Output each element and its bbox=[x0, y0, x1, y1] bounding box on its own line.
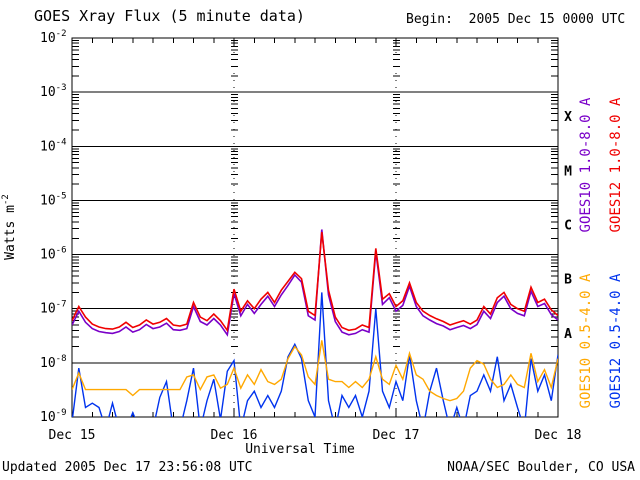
x-axis-title: Universal Time bbox=[245, 442, 355, 457]
y-axis-title: Watts m-2 bbox=[1, 194, 18, 260]
begin-timestamp: Begin: 2005 Dec 15 0000 UTC bbox=[406, 12, 626, 27]
svg-text:M: M bbox=[564, 164, 572, 179]
svg-text:10-2: 10-2 bbox=[40, 29, 67, 46]
chart-title: GOES Xray Flux (5 minute data) bbox=[34, 7, 305, 25]
svg-text:C: C bbox=[564, 219, 572, 234]
source-attribution: NOAA/SEC Boulder, CO USA bbox=[447, 460, 635, 475]
svg-text:10-5: 10-5 bbox=[40, 191, 67, 208]
svg-text:Dec 15: Dec 15 bbox=[49, 428, 96, 443]
svg-text:X: X bbox=[564, 110, 572, 125]
plot-frame bbox=[71, 37, 559, 418]
series-goes10-short bbox=[72, 340, 558, 402]
series-label-goes10-short: GOES10 0.5-4.0 A bbox=[578, 273, 594, 408]
series-goes12-long bbox=[72, 232, 558, 333]
series-goes12-short bbox=[72, 292, 558, 417]
svg-text:10-9: 10-9 bbox=[40, 408, 67, 425]
svg-text:Dec 16: Dec 16 bbox=[211, 428, 258, 443]
svg-text:Dec 18: Dec 18 bbox=[535, 428, 582, 443]
y-tick-labels: 10-2 10-3 10-4 10-5 10-6 10-7 10-8 10-9 bbox=[40, 29, 67, 425]
x-ticks bbox=[71, 38, 559, 417]
series-goes10-long bbox=[72, 229, 558, 337]
svg-text:10-3: 10-3 bbox=[40, 83, 67, 100]
svg-text:10-6: 10-6 bbox=[40, 246, 67, 263]
series-label-goes12-long: GOES12 1.0-8.0 A bbox=[608, 97, 624, 232]
series-label-goes10-long: GOES10 1.0-8.0 A bbox=[578, 97, 594, 232]
svg-text:A: A bbox=[564, 327, 572, 342]
y-minor-ticks bbox=[72, 39, 558, 348]
flux-class-labels: X M C B A bbox=[564, 110, 572, 342]
svg-text:10-8: 10-8 bbox=[40, 354, 67, 371]
svg-text:B: B bbox=[564, 273, 572, 288]
updated-timestamp: Updated 2005 Dec 17 23:56:08 UTC bbox=[2, 460, 253, 475]
svg-text:10-4: 10-4 bbox=[40, 137, 67, 154]
x-tick-labels: Dec 15 Dec 16 Dec 17 Dec 18 bbox=[49, 428, 582, 443]
decade-gridlines bbox=[72, 91, 558, 364]
svg-text:Dec 17: Dec 17 bbox=[373, 428, 420, 443]
series-label-goes12-short: GOES12 0.5-4.0 A bbox=[608, 273, 624, 408]
svg-text:10-7: 10-7 bbox=[40, 300, 67, 317]
